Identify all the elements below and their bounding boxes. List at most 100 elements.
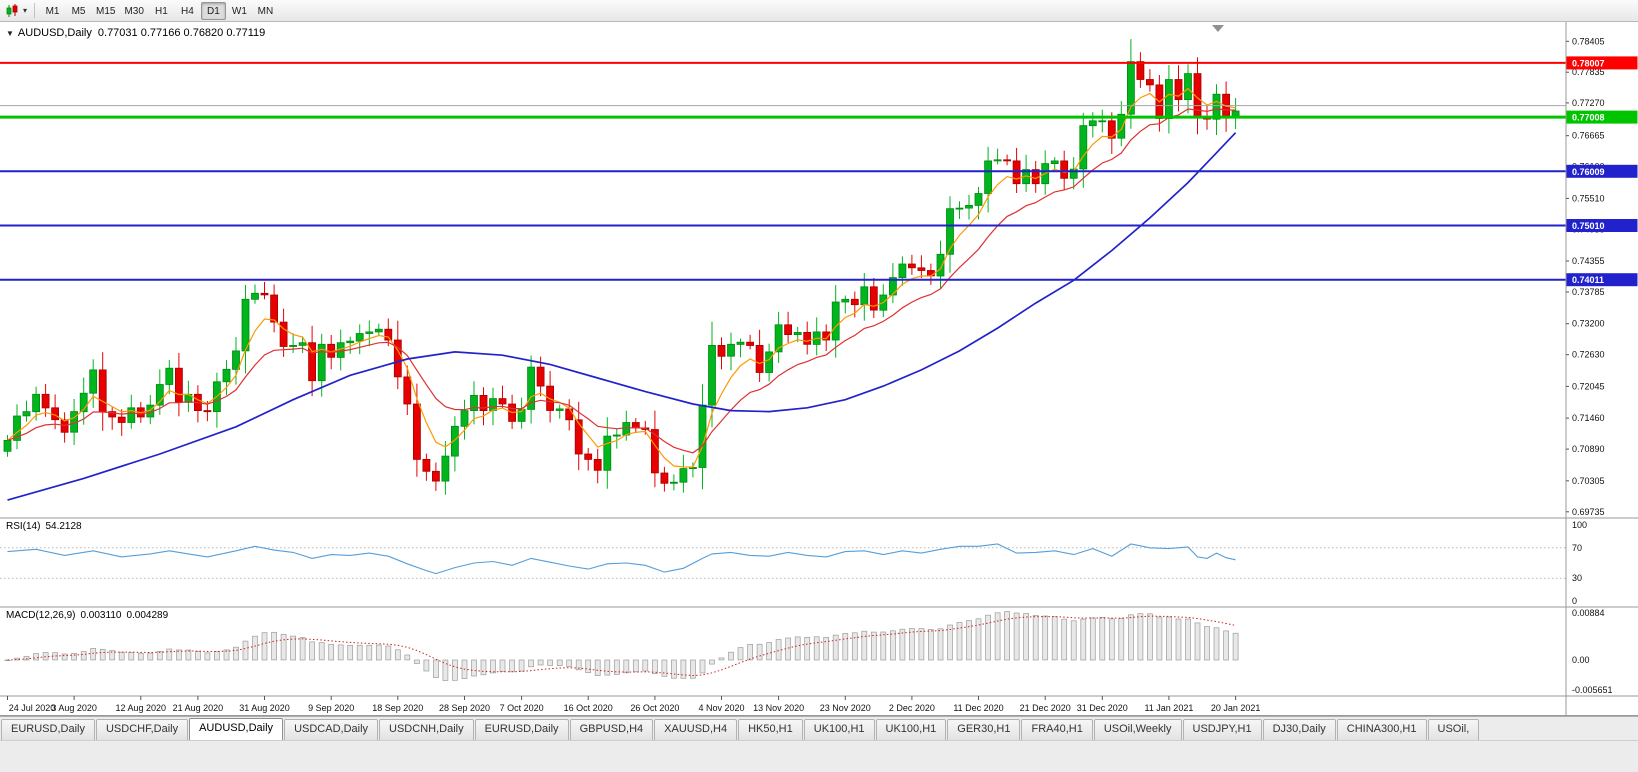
price-level-badge-label: 0.75010 <box>1572 221 1605 231</box>
candle-body <box>984 160 992 194</box>
timeframe-button-m30[interactable]: M30 <box>124 5 144 17</box>
chart-tab-usoil-weekly[interactable]: USOil,Weekly <box>1093 719 1182 740</box>
timeframe-button-m1[interactable]: M1 <box>45 5 60 17</box>
candle-body <box>346 340 355 344</box>
macd-histogram-bar <box>566 659 573 667</box>
chart-tab-gbpusd-h4[interactable]: GBPUSD,H4 <box>569 719 654 740</box>
macd-histogram-bar <box>851 632 858 661</box>
candle-body <box>803 331 812 345</box>
chart-tab-usdcad-daily[interactable]: USDCAD,Daily <box>284 719 379 740</box>
timeframe-button-m15[interactable]: M15 <box>96 5 116 17</box>
macd-histogram-bar <box>1099 617 1106 661</box>
candle-body <box>51 407 59 421</box>
chart-tab-audusd-daily[interactable]: AUDUSD,Daily <box>189 718 284 740</box>
chart-tab-uk100-h1[interactable]: UK100,H1 <box>875 719 947 740</box>
chart-tab-usdchf-daily[interactable]: USDCHF,Daily <box>95 719 189 740</box>
macd-histogram-bar <box>547 659 553 666</box>
timeframe-button-d1[interactable]: D1 <box>200 1 226 20</box>
candle-body <box>232 350 240 370</box>
macd-histogram-bar <box>1042 615 1049 661</box>
macd-histogram-bar <box>613 659 620 675</box>
candle-body <box>270 294 279 323</box>
candle-body <box>374 328 383 333</box>
candle-body <box>631 422 640 429</box>
chart-tab-hk50-h1[interactable]: HK50,H1 <box>738 719 803 740</box>
rsi-line <box>7 543 1236 575</box>
candle-body <box>460 410 469 427</box>
candle-body <box>298 342 307 346</box>
macd-histogram-bar <box>1070 620 1077 661</box>
chart-type-dropdown-caret[interactable]: ▾ <box>23 6 28 15</box>
macd-histogram-bar <box>137 652 144 661</box>
macd-histogram-bar <box>1061 618 1068 661</box>
macd-histogram-bar <box>156 651 163 661</box>
time-axis-label: 11 Jan 2021 <box>1144 703 1193 713</box>
macd-histogram-bar <box>1080 618 1087 661</box>
time-axis-label: 31 Dec 2020 <box>1077 703 1128 713</box>
rsi-value: 54.2128 <box>45 521 82 532</box>
candle-body <box>79 392 88 413</box>
chart-tab-usoil[interactable]: USOil, <box>1427 719 1480 740</box>
price-axis-label: 0.69735 <box>1572 507 1605 517</box>
chart-tab-xauusd-h4[interactable]: XAUUSD,H4 <box>654 719 738 740</box>
chart-tab-usdcnh-daily[interactable]: USDCNH,Daily <box>379 719 474 740</box>
candle-body <box>1136 61 1145 80</box>
macd-histogram-bar <box>1089 617 1096 661</box>
macd-histogram-bar <box>890 630 896 661</box>
chart-tab-china300-h1[interactable]: CHINA300,H1 <box>1336 719 1427 740</box>
macd-histogram-bar <box>223 649 230 661</box>
chart-tab-eurusd-daily[interactable]: EURUSD,Daily <box>474 719 569 740</box>
chart-tab-usdjpy-h1[interactable]: USDJPY,H1 <box>1182 719 1262 740</box>
price-chart-canvas[interactable]: 0.784050.778350.772700.766650.761000.755… <box>0 22 1638 716</box>
timeframe-button-h1[interactable]: H1 <box>155 5 168 17</box>
candle-body <box>22 411 31 417</box>
timeframe-button-h4[interactable]: H4 <box>181 5 194 17</box>
chart-tab-ger30-h1[interactable]: GER30,H1 <box>947 719 1021 740</box>
chart-shift-marker[interactable] <box>1212 25 1224 32</box>
macd-histogram-bar <box>499 659 506 672</box>
time-axis-label: 23 Nov 2020 <box>820 703 871 713</box>
macd-axis-label: 0.00 <box>1572 655 1590 665</box>
timeframe-toolbar: ▾ M1 M5 M15 M30 H1 H4 D1 W1 MN <box>0 0 1638 22</box>
macd-histogram-bar <box>176 649 182 661</box>
price-level-badge <box>1566 219 1638 232</box>
ohlc-marker-icon[interactable]: ▼ <box>6 29 14 38</box>
price-level-badge-label: 0.78007 <box>1572 58 1605 68</box>
chart-tab-fra40-h1[interactable]: FRA40,H1 <box>1021 719 1093 740</box>
candle-body <box>908 263 916 269</box>
chart-tab-dj30-daily[interactable]: DJ30,Daily <box>1262 719 1336 740</box>
candle-body <box>203 410 212 413</box>
candle-body <box>574 419 583 455</box>
macd-histogram-bar <box>366 644 373 661</box>
candle-body <box>822 331 831 341</box>
candle-body <box>241 298 250 352</box>
time-axis-label: 18 Sep 2020 <box>372 703 423 713</box>
timeframe-button-w1[interactable]: W1 <box>231 5 247 17</box>
candle-body <box>450 425 459 457</box>
candle-body <box>831 301 840 341</box>
macd-histogram-bar <box>23 655 30 661</box>
time-axis-label: 21 Aug 2020 <box>173 703 224 713</box>
candle-body <box>670 481 678 484</box>
price-level-badge <box>1566 56 1638 70</box>
macd-histogram-bar <box>652 659 658 674</box>
macd-histogram-bar <box>632 659 639 673</box>
chart-tab-eurusd-daily[interactable]: EURUSD,Daily <box>1 719 95 740</box>
candlestick-chart-icon[interactable] <box>3 3 21 19</box>
macd-histogram-bar <box>1032 615 1039 661</box>
timeframe-button-mn[interactable]: MN <box>257 5 274 17</box>
macd-signal-value: 0.004289 <box>126 610 169 621</box>
macd-histogram-bar <box>661 659 668 677</box>
candle-body <box>1184 73 1192 100</box>
price-level-badge <box>1566 164 1638 178</box>
macd-histogram-bar <box>575 659 582 671</box>
macd-histogram-bar <box>280 633 287 661</box>
rsi-axis-label: 70 <box>1572 543 1582 553</box>
macd-histogram-bar <box>404 654 411 661</box>
timeframe-button-m5[interactable]: M5 <box>71 5 86 17</box>
macd-histogram-bar <box>1204 626 1210 661</box>
candle-body <box>222 368 231 383</box>
candle-body <box>765 351 773 373</box>
candle-body <box>422 458 431 472</box>
chart-tab-uk100-h1[interactable]: UK100,H1 <box>803 719 875 740</box>
